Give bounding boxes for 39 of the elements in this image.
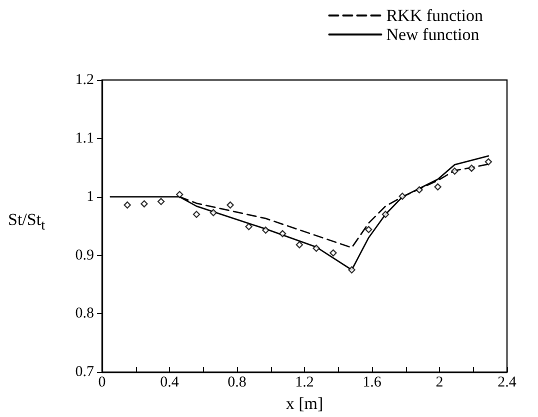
point: [176, 190, 184, 198]
y-tick-label: 1.2: [75, 72, 94, 88]
point: [140, 200, 148, 208]
point: [330, 249, 337, 257]
legend-label: RKK function: [386, 6, 484, 25]
y-tick-label: 1: [86, 188, 94, 205]
point: [484, 158, 492, 166]
y-tick-label: 1.1: [75, 130, 94, 146]
point: [262, 226, 270, 234]
point: [245, 223, 252, 230]
x-tick-label: 1.6: [362, 374, 382, 391]
point: [434, 183, 442, 191]
y-tick-label: 0.7: [75, 364, 94, 380]
point: [365, 226, 372, 234]
point: [416, 186, 423, 194]
point: [210, 209, 217, 216]
point: [348, 266, 356, 274]
point: [192, 210, 200, 218]
point: [451, 168, 458, 175]
y-tick-label: 0.8: [75, 306, 94, 322]
point: [226, 201, 234, 209]
point: [278, 230, 286, 238]
point: [312, 244, 320, 252]
y-axis-title: St/St$_{t}$: [8, 210, 46, 234]
point: [296, 241, 304, 248]
y-tick-label: 0.9: [75, 247, 94, 264]
legend-label: New function: [386, 25, 480, 44]
x-tick-label: 2: [436, 374, 444, 391]
x-axis-title: x [m]: [286, 394, 324, 413]
x-tick-label: 1.2: [295, 374, 314, 391]
x-tick-label: 2.4: [498, 374, 517, 391]
point: [124, 201, 131, 209]
x-tick-label: 0.4: [160, 374, 180, 391]
point: [468, 164, 476, 172]
x-tick-label: 0: [98, 374, 106, 391]
point: [398, 192, 406, 200]
x-tick-label: 0.8: [228, 374, 246, 391]
point: [157, 198, 165, 206]
point: [382, 210, 390, 218]
